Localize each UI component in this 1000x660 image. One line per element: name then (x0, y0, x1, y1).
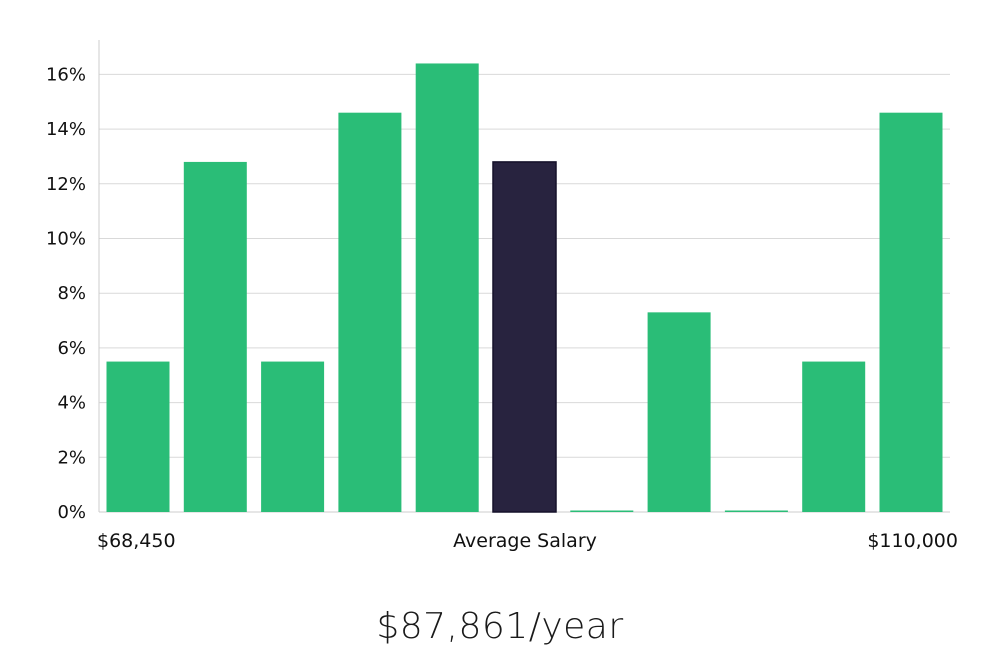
bar (802, 361, 866, 512)
bar (879, 112, 943, 512)
y-tick-label: 0% (57, 502, 86, 523)
x-axis-title: Average Salary (453, 530, 597, 552)
bar (261, 361, 325, 512)
bar (724, 510, 788, 512)
y-tick-label: 16% (46, 64, 86, 85)
y-tick-label: 12% (46, 174, 86, 195)
y-tick-label: 14% (46, 119, 86, 140)
y-tick-label: 10% (46, 229, 86, 250)
average-salary-value: $87,861/year (376, 606, 624, 647)
bar (570, 510, 634, 512)
bar (647, 312, 711, 512)
bar (106, 361, 170, 512)
y-tick-label: 2% (57, 447, 86, 468)
y-tick-label: 6% (57, 338, 86, 359)
bar (338, 112, 402, 512)
bar (183, 161, 247, 513)
x-max-label: $110,000 (867, 530, 958, 552)
y-tick-label: 8% (57, 283, 86, 304)
bar-highlighted-average (492, 161, 557, 513)
bars (106, 63, 943, 513)
bar (415, 63, 479, 513)
y-axis-ticks: 0% 2% 4% 6% 8% 10% 12% 14% 16% (46, 64, 86, 523)
y-tick-label: 4% (57, 393, 86, 414)
salary-histogram: 0% 2% 4% 6% 8% 10% 12% 14% 16% $68,450 Average S… (46, 40, 958, 552)
x-min-label: $68,450 (97, 530, 176, 552)
